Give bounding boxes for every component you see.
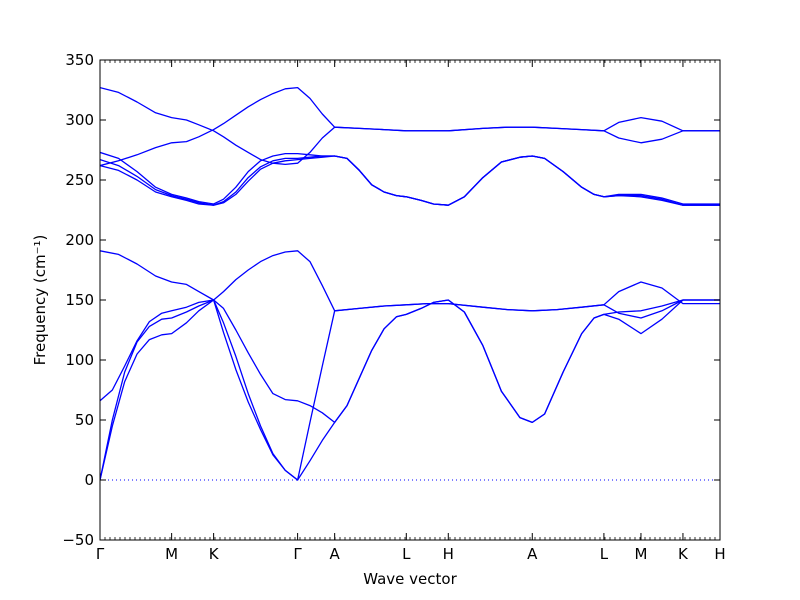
x-tick-label-kpoint: Γ <box>293 545 302 563</box>
x-tick-label-kpoint: M <box>634 545 647 563</box>
x-tick-label-kpoint: L <box>600 545 609 563</box>
y-tick-label: 250 <box>65 171 94 189</box>
x-tick-label-kpoint: H <box>443 545 454 563</box>
y-tick-group: −50 0 50 100 150 200 250 300 350 <box>62 51 720 549</box>
y-axis-label: Frequency (cm⁻¹) <box>31 235 49 366</box>
y-tick-label: 50 <box>75 411 94 429</box>
y-tick-label: 0 <box>84 471 94 489</box>
y-tick-label: 350 <box>65 51 94 69</box>
x-tick-label-kpoint: L <box>402 545 411 563</box>
band-series-group <box>100 86 720 481</box>
x-axis-label: Wave vector <box>363 570 457 588</box>
band-line-9 <box>100 86 720 166</box>
x-tick-label-kpoint: A <box>527 545 538 563</box>
x-tick-label-kpoint: Γ <box>96 545 105 563</box>
y-tick-label: 300 <box>65 111 94 129</box>
y-tick-label: −50 <box>62 531 94 549</box>
band-line-4 <box>100 250 720 312</box>
x-tick-label-kpoint: H <box>714 545 725 563</box>
x-tick-label-kpoint: M <box>165 545 178 563</box>
x-tick-label-kpoint: K <box>678 545 689 563</box>
y-tick-label: 100 <box>65 351 94 369</box>
x-tick-label-kpoint: A <box>330 545 341 563</box>
y-tick-label: 200 <box>65 231 94 249</box>
y-tick-label: 150 <box>65 291 94 309</box>
band-line-7 <box>100 151 720 206</box>
band-line-3 <box>100 299 720 424</box>
x-tick-label-kpoint: K <box>209 545 220 563</box>
